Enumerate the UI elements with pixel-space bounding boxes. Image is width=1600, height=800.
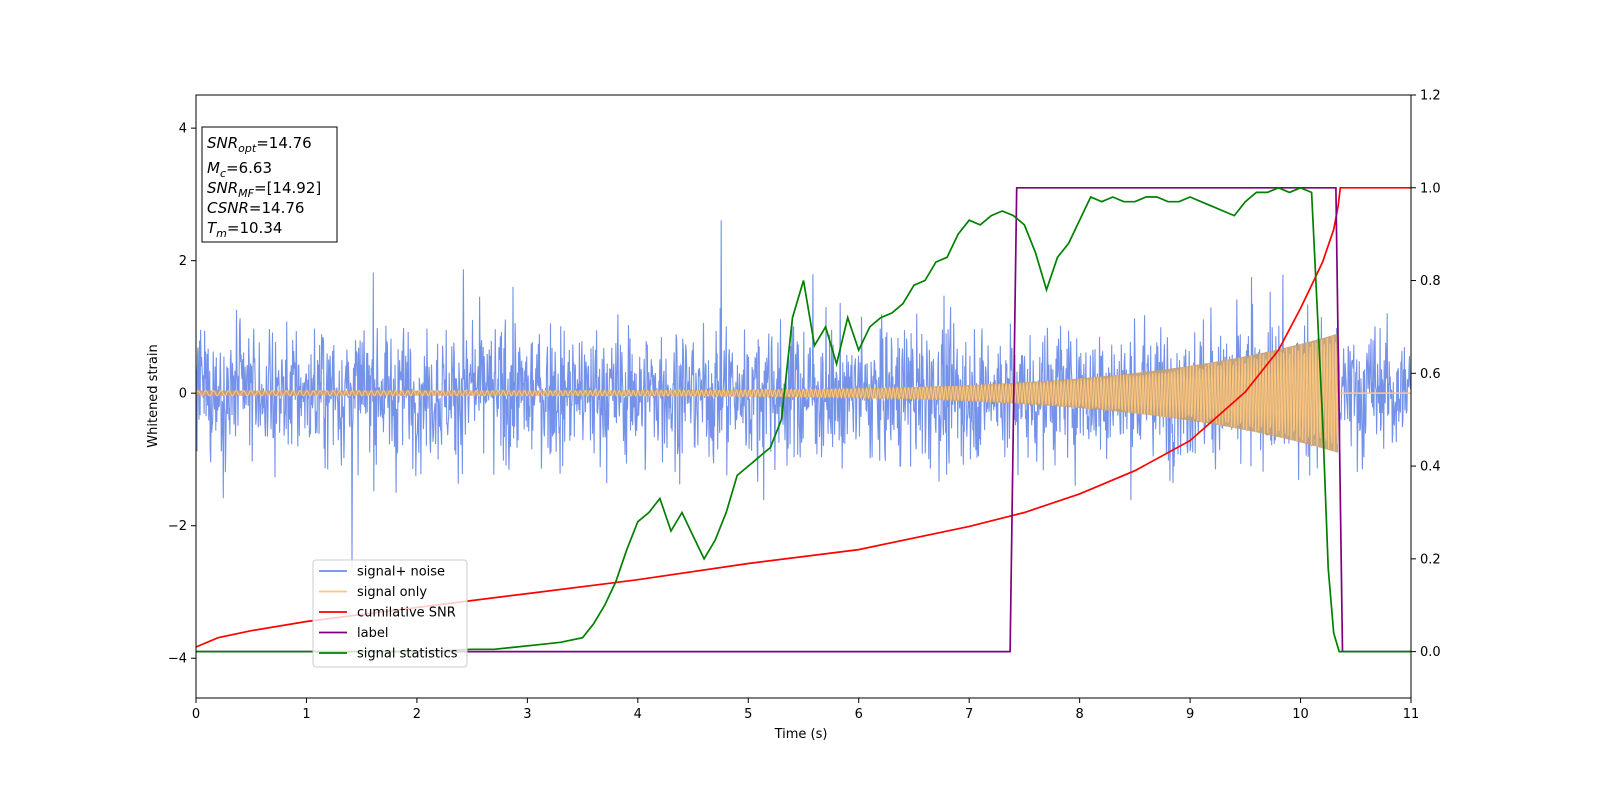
- x-tick-label: 7: [965, 707, 973, 722]
- y-axis-left: −4 −2 0 2 4: [168, 122, 196, 667]
- csnr-text: CSNR=14.76: [207, 199, 304, 217]
- y-tick-label: 2: [179, 254, 187, 269]
- x-tick-label: 4: [634, 707, 642, 722]
- y2-tick-label: 0.8: [1420, 274, 1441, 289]
- y2-tick-label: 0.6: [1420, 367, 1441, 382]
- mc-text: Mc=6.63: [207, 159, 272, 180]
- y-axis-label: Whitened strain: [146, 344, 161, 447]
- y-tick-label: −2: [168, 519, 187, 534]
- y-tick-label: 4: [179, 122, 187, 137]
- annotation-box: SNRopt=14.76 Mc=6.63 SNRMF=[14.92] CSNR=…: [201, 126, 338, 243]
- x-tick-label: 8: [1075, 707, 1083, 722]
- y2-tick-label: 0.2: [1420, 552, 1441, 567]
- legend-label: cumilative SNR: [357, 606, 456, 621]
- legend: signal+ noise signal only cumilative SNR la…: [312, 559, 468, 668]
- x-tick-label: 10: [1292, 707, 1309, 722]
- signal-only-series: [196, 333, 1411, 453]
- x-tick-label: 3: [523, 707, 531, 722]
- signal-statistics-line: [196, 186, 1411, 653]
- plot-frame: [195, 94, 1412, 699]
- x-axis-label: Time (s): [774, 727, 828, 742]
- y2-tick-label: 0.0: [1420, 645, 1441, 660]
- y2-tick-label: 0.4: [1420, 460, 1441, 475]
- x-tick-label: 9: [1186, 707, 1194, 722]
- x-tick-label: 0: [192, 707, 200, 722]
- signal-only-line: [196, 335, 1339, 451]
- legend-label: label: [357, 626, 388, 641]
- snr-mf-text: SNRMF=[14.92]: [207, 179, 321, 200]
- x-tick-label: 2: [413, 707, 421, 722]
- y-tick-label: 0: [179, 387, 187, 402]
- y2-tick-label: 1.0: [1420, 181, 1441, 196]
- legend-label: signal+ noise: [357, 565, 445, 580]
- snr-opt-text: SNRopt=14.76: [207, 134, 312, 155]
- y-axis-right: 0.0 0.2 0.4 0.6 0.8 1.0 1.2: [1411, 89, 1441, 660]
- y2-tick-label: 1.2: [1420, 89, 1441, 104]
- x-axis: 0 1 2 3 4 5 6 7 8 9 10 11: [192, 698, 1419, 722]
- x-tick-label: 6: [855, 707, 863, 722]
- tm-text: Tm=10.34: [207, 219, 282, 240]
- legend-label: signal statistics: [357, 647, 458, 662]
- legend-label: signal only: [357, 585, 427, 600]
- x-tick-label: 5: [744, 707, 752, 722]
- x-tick-label: 11: [1403, 707, 1420, 722]
- y-tick-label: −4: [168, 652, 187, 667]
- x-tick-label: 1: [302, 707, 310, 722]
